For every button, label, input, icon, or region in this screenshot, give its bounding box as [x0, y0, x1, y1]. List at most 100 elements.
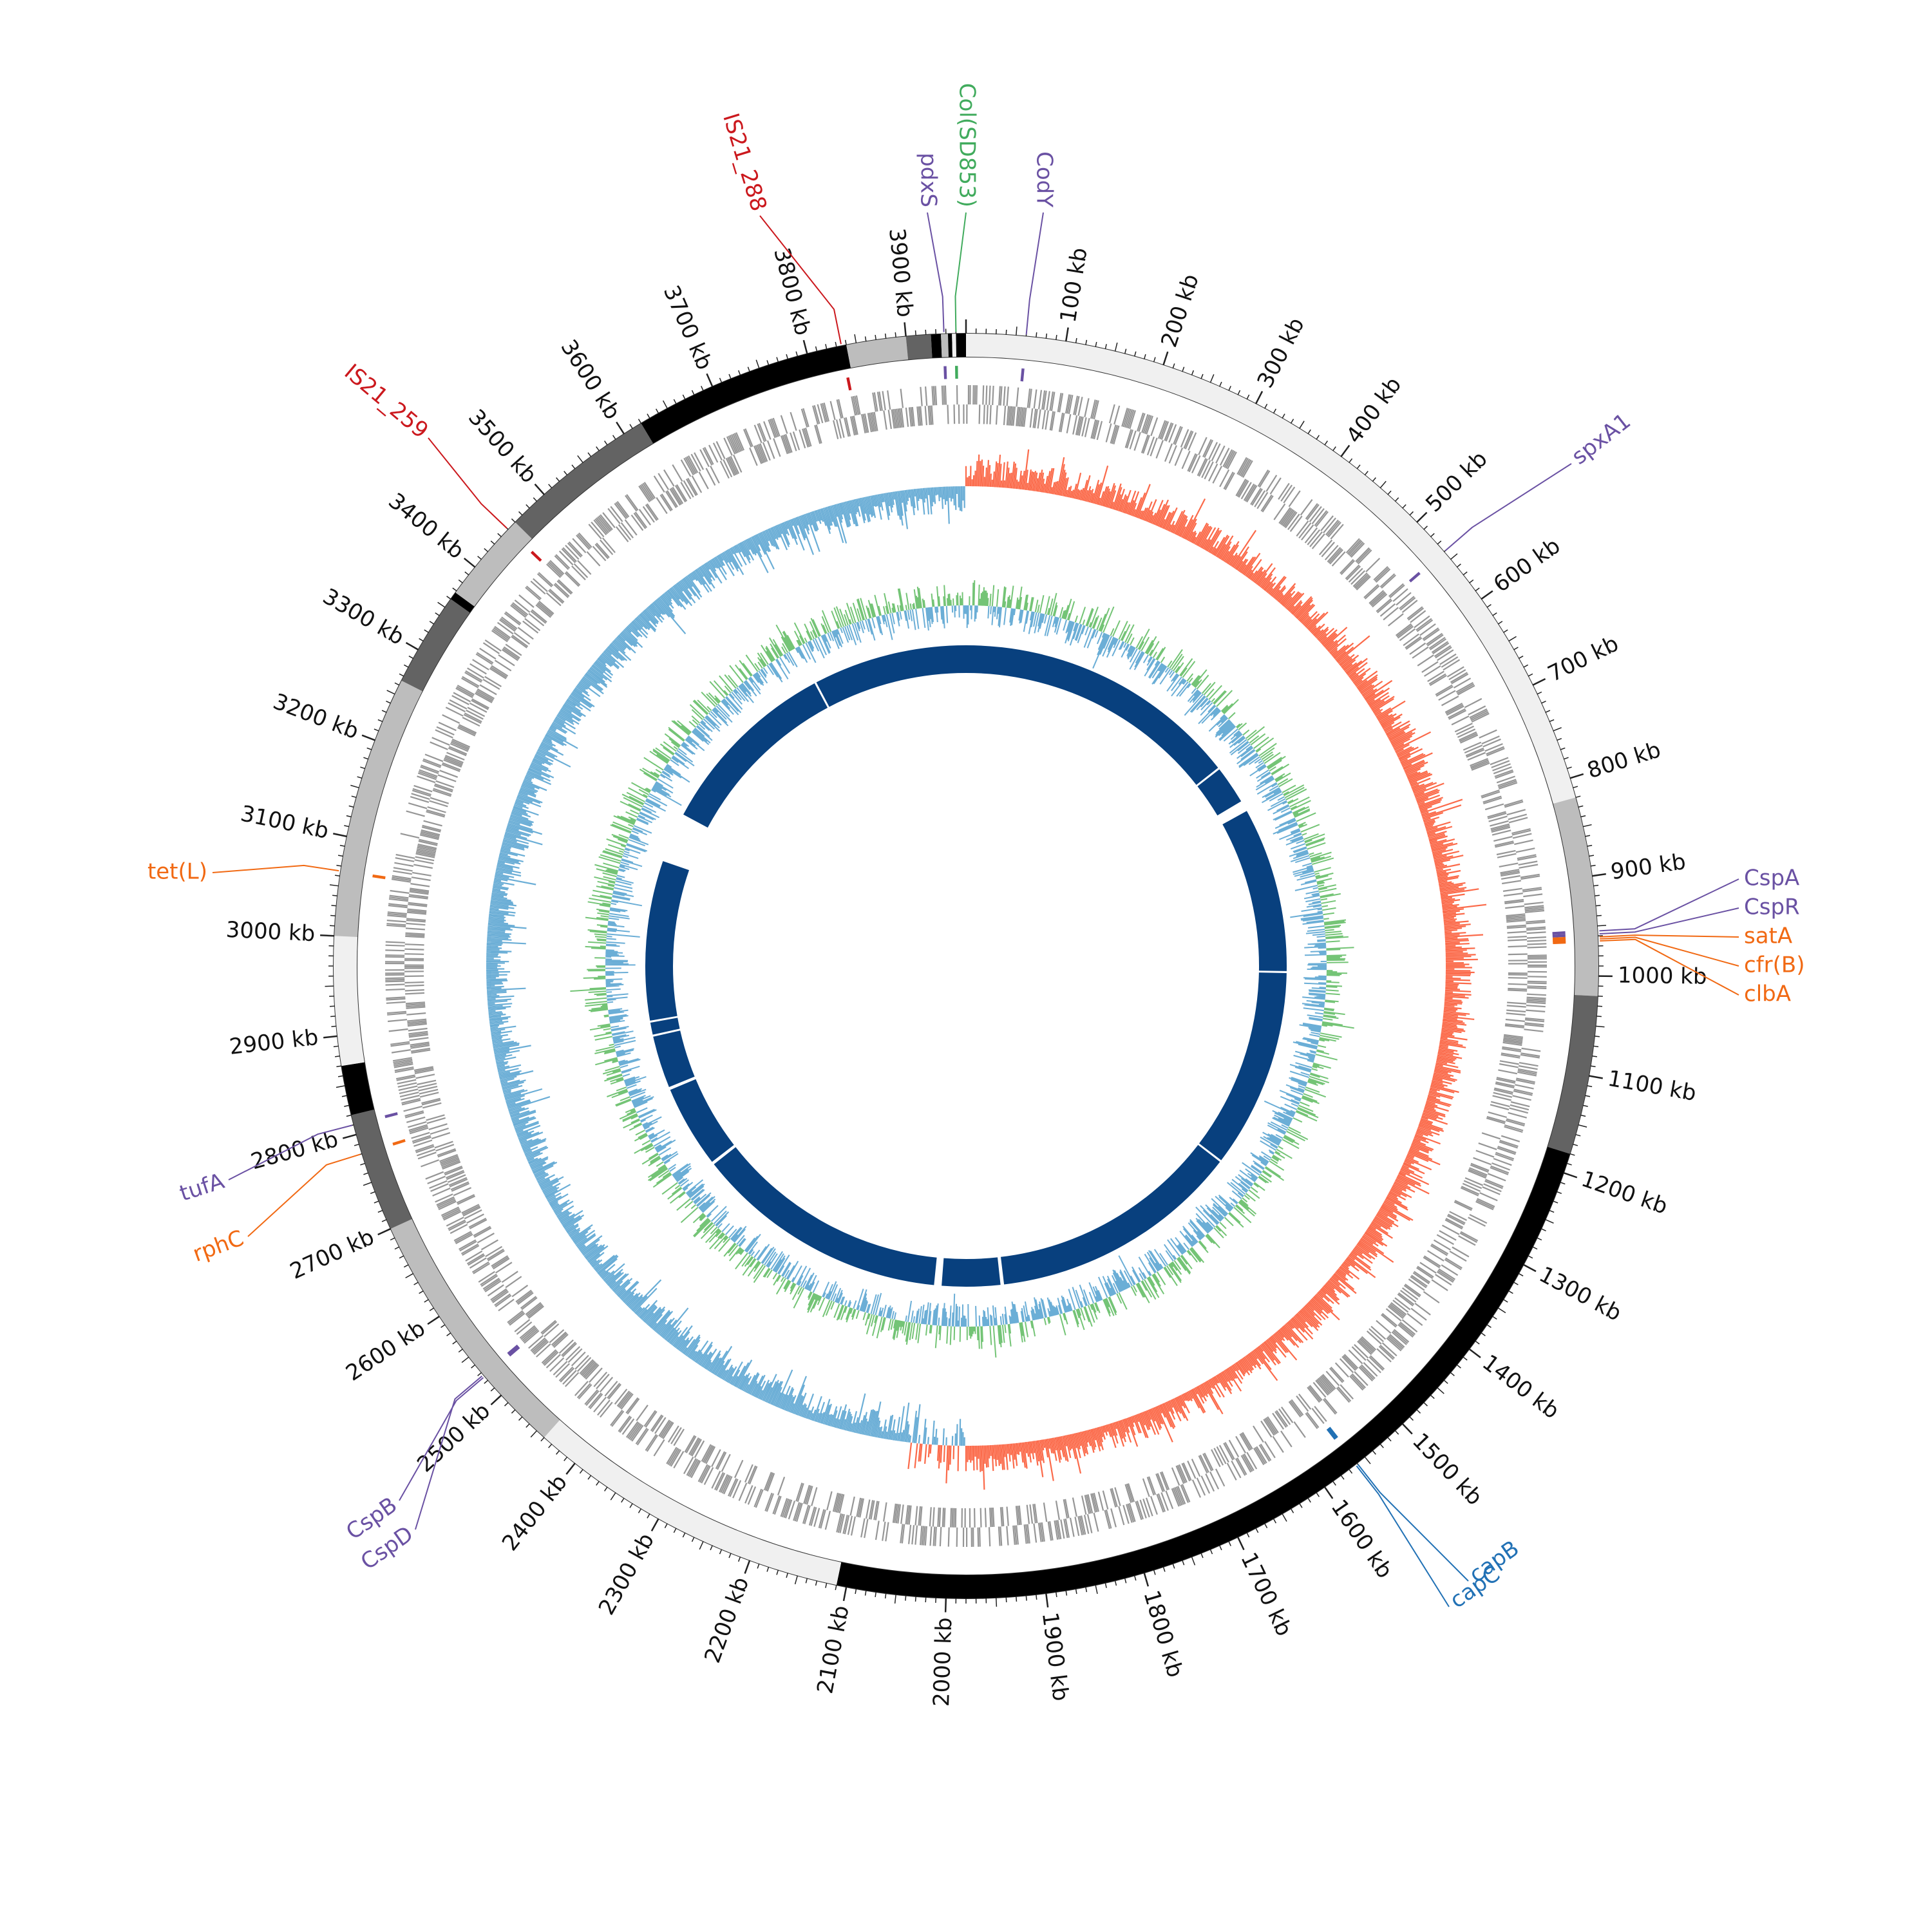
minor-tick	[1172, 1563, 1175, 1569]
minor-tick	[1114, 342, 1118, 352]
minor-tick	[835, 341, 837, 347]
gc-skew-positive	[907, 449, 1487, 1490]
major-tick	[944, 1598, 947, 1613]
tick-label: 700 kb	[1544, 630, 1623, 687]
major-tick	[1588, 1075, 1603, 1079]
major-tick	[320, 934, 335, 937]
minor-tick	[1563, 757, 1569, 760]
minor-tick	[1545, 710, 1551, 713]
minor-tick	[1443, 1379, 1448, 1384]
contig-block-7	[341, 1062, 374, 1115]
annotation-leader	[228, 1124, 352, 1180]
minor-tick	[1379, 480, 1387, 489]
feature-mark-capC	[1326, 1428, 1337, 1440]
minor-tick	[825, 1582, 828, 1588]
major-tick	[342, 1133, 357, 1139]
contig-block-9	[334, 680, 422, 937]
minor-tick	[1528, 673, 1533, 677]
feature-mark-spxA1	[1408, 571, 1421, 583]
annotation-label-14: IS21_259	[339, 359, 433, 444]
annotation-label-16: pdxS	[916, 153, 942, 207]
major-tick	[565, 1463, 576, 1475]
minor-tick	[329, 884, 339, 887]
contig-block-15	[846, 336, 909, 368]
inner-block-2	[1222, 811, 1287, 971]
minor-tick	[587, 452, 592, 457]
tick-label: 1300 kb	[1535, 1262, 1625, 1327]
minor-tick	[497, 533, 502, 538]
minor-tick	[1450, 1372, 1455, 1376]
minor-tick	[374, 1200, 379, 1204]
contig-block-8	[334, 936, 365, 1066]
minor-tick	[363, 757, 369, 760]
annotation-label-2: CspA	[1744, 866, 1799, 891]
minor-tick	[377, 719, 383, 723]
minor-tick	[1124, 1578, 1127, 1584]
annotation-leader	[1358, 1464, 1469, 1582]
tick-label: 2200 kb	[699, 1574, 754, 1667]
tick-label: 800 kb	[1584, 737, 1664, 784]
minor-tick	[1324, 440, 1329, 446]
contig-block-11	[451, 592, 475, 613]
annotation-leader	[1600, 938, 1739, 996]
minor-tick	[329, 1005, 336, 1007]
annotation-leader	[1356, 1465, 1450, 1607]
minor-tick	[587, 1475, 592, 1480]
annotation-label-3: CspR	[1744, 895, 1800, 920]
minor-tick	[1200, 1553, 1204, 1558]
minor-tick	[424, 1299, 429, 1303]
inner-block-10	[645, 861, 690, 1021]
minor-tick	[530, 1430, 538, 1438]
feature-mark-IS21_259	[530, 551, 542, 562]
minor-tick	[1573, 786, 1578, 789]
tick-label: 3800 kb	[768, 245, 816, 338]
minor-tick	[1104, 344, 1107, 350]
tick-label: 1400 kb	[1477, 1350, 1564, 1425]
major-tick	[534, 483, 545, 495]
minor-tick	[1553, 1200, 1558, 1204]
minor-tick	[786, 354, 789, 359]
minor-tick	[1282, 1513, 1287, 1522]
minor-tick	[1056, 1591, 1057, 1598]
minor-tick	[360, 1162, 366, 1166]
minor-tick	[461, 1356, 469, 1363]
minor-tick	[348, 805, 354, 808]
contig-block-4	[544, 1420, 842, 1586]
minor-tick	[1468, 579, 1474, 583]
inner-block-3	[1199, 972, 1287, 1160]
minor-tick	[1549, 1209, 1555, 1213]
major-tick	[361, 734, 376, 741]
minor-tick	[629, 1503, 633, 1508]
minor-tick	[1340, 1475, 1345, 1480]
minor-tick	[556, 477, 560, 482]
minor-tick	[1273, 408, 1276, 414]
minor-tick	[1036, 1594, 1037, 1600]
major-tick	[1045, 1593, 1049, 1608]
minor-tick	[357, 776, 363, 779]
minor-tick	[1595, 1025, 1605, 1028]
minor-tick	[331, 905, 337, 907]
minor-tick	[1372, 477, 1376, 482]
minor-tick	[337, 855, 344, 857]
minor-tick	[699, 1540, 704, 1550]
minor-tick	[1513, 647, 1519, 650]
minor-tick	[1307, 429, 1311, 435]
minor-tick	[1133, 351, 1137, 357]
minor-tick	[399, 673, 404, 677]
minor-tick	[728, 374, 732, 379]
minor-tick	[336, 1085, 345, 1088]
minor-tick	[855, 1588, 857, 1595]
minor-tick	[1591, 1056, 1598, 1057]
contig-block-20	[952, 334, 956, 357]
minor-tick	[1450, 553, 1458, 560]
minor-tick	[1372, 1450, 1376, 1455]
major-tick	[904, 322, 907, 337]
minor-tick	[1587, 1085, 1593, 1088]
feature-mark-CspA	[1552, 931, 1566, 935]
annotation-leader	[1599, 907, 1739, 935]
tick-label: 600 kb	[1489, 533, 1565, 598]
minor-tick	[386, 701, 392, 704]
inner-block-6	[714, 1147, 937, 1285]
minor-tick	[1553, 727, 1562, 732]
minor-tick	[408, 656, 414, 659]
